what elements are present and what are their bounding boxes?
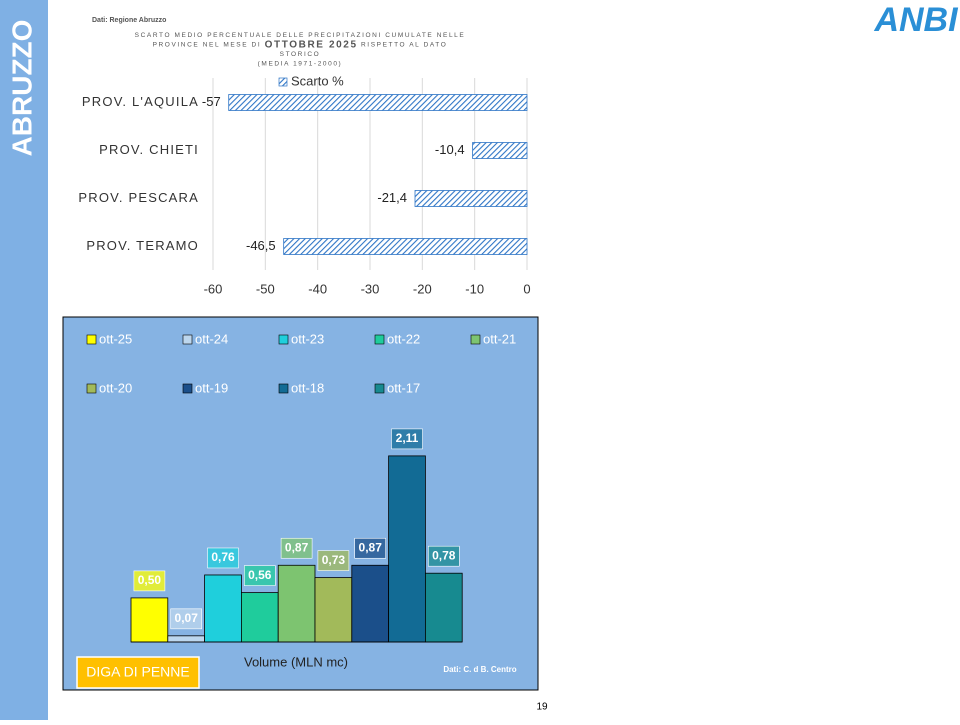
- value-label: 0,50: [138, 573, 162, 587]
- title-part: SCARTO MEDIO PERCENTUALE DELLE PRECIPITA…: [135, 32, 466, 39]
- source: Dati: Regione Abruzzo: [92, 17, 166, 24]
- x-tick-label: 0: [523, 281, 530, 296]
- source: Dati: C. d B. Centro: [443, 665, 516, 674]
- value-label: 0,76: [211, 550, 235, 564]
- value-label: 0,87: [285, 540, 309, 554]
- value-label: 0,87: [359, 540, 383, 554]
- bar: [424, 572, 463, 643]
- legend-swatch: [470, 334, 481, 345]
- category-label: PROV. CHIETI: [99, 142, 199, 157]
- bar: [351, 564, 389, 643]
- title-part: (MEDIA 1971-2000): [258, 60, 343, 67]
- value-label-box: [317, 550, 350, 571]
- value-label-box: [244, 565, 276, 586]
- legend-label: ott-21: [483, 331, 516, 346]
- bar: [314, 577, 353, 643]
- chart-title: PROVINCE NEL MESE DI OTTOBRE 2025 RISPET…: [153, 39, 448, 50]
- title-part: RISPETTO AL DATO: [358, 41, 448, 48]
- value-label-box: [170, 608, 202, 630]
- legend-label: ott-19: [195, 380, 228, 395]
- legend-swatch: [278, 383, 289, 394]
- x-tick-label: -20: [413, 281, 432, 296]
- value-label: 0,07: [175, 611, 199, 625]
- legend-swatch: [86, 334, 97, 345]
- page-number: 19: [536, 702, 548, 713]
- legend-label: ott-25: [99, 331, 132, 346]
- value-label-box: [354, 537, 387, 559]
- legend-swatch: [278, 77, 288, 87]
- value-label-box: [391, 428, 423, 450]
- bar: [277, 564, 316, 643]
- chart-title: SCARTO MEDIO PERCENTUALE DELLE PRECIPITA…: [135, 32, 466, 39]
- value-label-box: [427, 545, 460, 567]
- legend-swatch: [182, 334, 193, 345]
- bar: [388, 455, 426, 643]
- bar: [283, 238, 528, 255]
- value-label: 2,11: [396, 431, 419, 445]
- x-tick-label: -50: [256, 281, 275, 296]
- x-tick-label: -30: [361, 281, 380, 296]
- value-label: 0,73: [322, 553, 346, 567]
- legend-label: ott-24: [195, 331, 228, 346]
- logo: ANBI: [873, 1, 959, 39]
- value-label: -46,5: [246, 238, 276, 253]
- x-tick-label: -40: [308, 281, 327, 296]
- legend-swatch: [278, 334, 289, 345]
- title-part: PROVINCE NEL MESE DI: [153, 41, 265, 48]
- bar: [240, 592, 279, 643]
- legend-swatch: [374, 383, 385, 394]
- value-label-box: [280, 537, 313, 559]
- x-tick-label: -60: [204, 281, 223, 296]
- chart-title: STORICO: [280, 51, 321, 58]
- legend-swatch: [182, 383, 193, 394]
- category-label: PROV. L'AQUILA: [82, 94, 199, 109]
- category-label: PROV. TERAMO: [86, 238, 199, 253]
- dam-chart: ott-25 ott-24 ott-23 ott-22 ott-21 ott-20 ott-…: [76, 331, 517, 689]
- value-label-box: [133, 570, 166, 592]
- chart-title: (MEDIA 1971-2000): [258, 60, 343, 67]
- bar: [472, 142, 528, 159]
- x-tick-label: -10: [465, 281, 484, 296]
- category-label: PROV. PESCARA: [78, 190, 199, 205]
- value-label: -10,4: [435, 142, 465, 157]
- title-part: STORICO: [280, 51, 321, 58]
- legend-label: ott-17: [387, 380, 420, 395]
- bar: [228, 94, 528, 111]
- value-label: -21,4: [377, 190, 407, 205]
- legend-swatch: [374, 334, 385, 345]
- side-band: [0, 0, 48, 720]
- precip-chart: Dati: Regione Abruzzo SCARTO MEDIO PERCEN…: [78, 17, 530, 297]
- legend-label: Scarto %: [291, 73, 344, 88]
- bar: [204, 574, 242, 643]
- legend-label: ott-20: [99, 380, 132, 395]
- value-label: 0,78: [432, 548, 456, 562]
- legend-swatch: [86, 383, 97, 394]
- legend-label: ott-23: [291, 331, 324, 346]
- badge: DIGA DI PENNE: [86, 664, 189, 680]
- x-axis-label: Volume (MLN mc): [244, 654, 348, 669]
- legend-label: ott-22: [387, 331, 420, 346]
- title-part: OTTOBRE 2025: [265, 39, 358, 50]
- bar: [414, 190, 528, 207]
- bar: [130, 597, 169, 643]
- badge-box: [76, 656, 200, 689]
- legend-label: ott-18: [291, 380, 324, 395]
- value-label: -57: [202, 94, 221, 109]
- value-label-box: [207, 547, 239, 569]
- region-label: ABRUZZO: [6, 20, 37, 157]
- value-label: 0,56: [248, 568, 272, 582]
- bar: [167, 635, 206, 643]
